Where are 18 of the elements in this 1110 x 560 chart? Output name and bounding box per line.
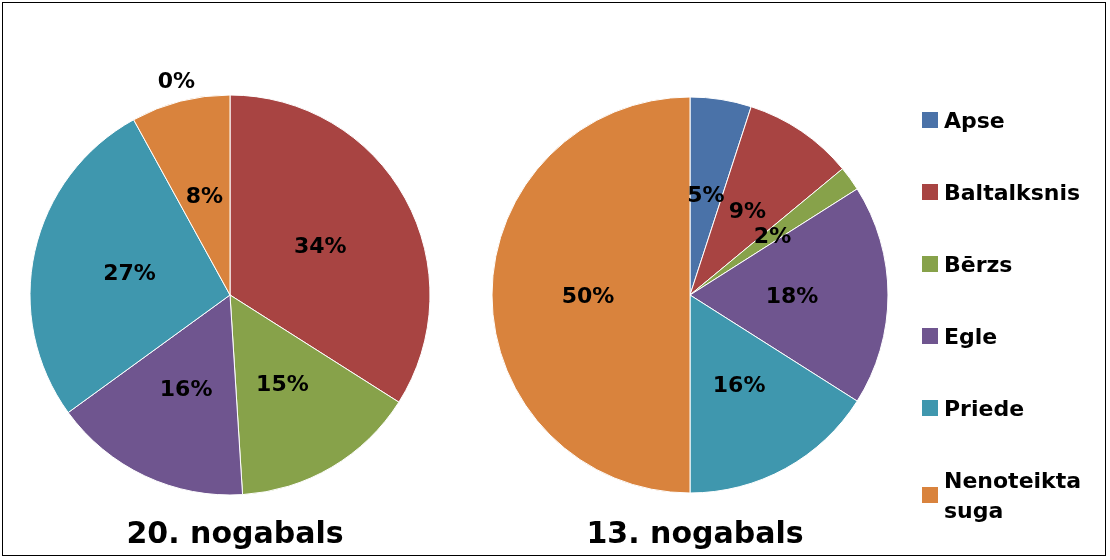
data-label: 15% — [256, 371, 309, 397]
legend-label: Bērzs — [944, 251, 1013, 277]
text: 0% — [157, 67, 195, 93]
slice-label: 13. nogabals — [586, 514, 804, 550]
data-label: 16% — [712, 371, 766, 397]
data-label: 16% — [159, 375, 213, 401]
legend-label: Nenoteikta suga — [944, 467, 1082, 523]
legend-label: Baltalksnis — [944, 179, 1081, 205]
data-label: 50% — [561, 282, 615, 308]
data-label: 9% — [728, 198, 767, 224]
legend-label: Egle — [944, 323, 998, 349]
data-label: 34% — [293, 232, 347, 258]
legend-label: Priede — [944, 395, 1025, 421]
slice-label: 20. nogabals — [126, 514, 344, 550]
data-label: 8% — [185, 182, 224, 208]
data-label: 18% — [765, 282, 819, 308]
data-label: 27% — [103, 260, 156, 286]
legend-label: Apse — [944, 107, 1005, 133]
